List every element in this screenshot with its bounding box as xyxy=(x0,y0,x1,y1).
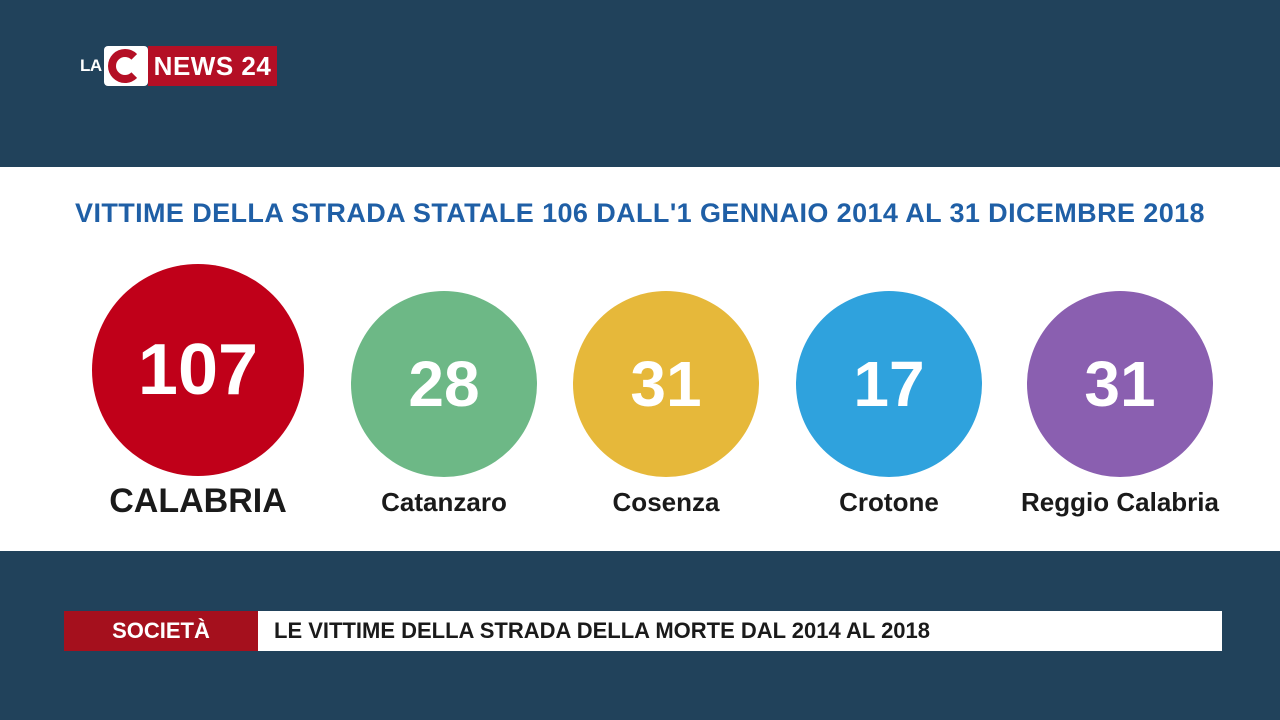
stat-crotone: 17 Crotone xyxy=(796,291,982,518)
stat-value: 31 xyxy=(630,348,702,420)
infographic-title: VITTIME DELLA STRADA STATALE 106 DALL'1 … xyxy=(75,198,1205,228)
logo-name: NEWS 24 xyxy=(147,46,278,86)
stat-label: Catanzaro xyxy=(381,487,507,517)
stat-circle: 31 xyxy=(573,291,759,477)
stat-circle: 31 xyxy=(1027,291,1213,477)
stat-value: 107 xyxy=(137,330,259,410)
stat-cosenza: 31 Cosenza xyxy=(573,291,759,518)
stat-label: Reggio Calabria xyxy=(1021,487,1219,517)
logo-c-icon xyxy=(103,46,148,86)
stat-circle: 28 xyxy=(351,291,537,477)
ticker-category: SOCIETÀ xyxy=(64,611,258,651)
stat-value: 28 xyxy=(408,348,480,420)
stat-calabria: 107 CALABRIA xyxy=(92,264,304,521)
stat-circle: 107 xyxy=(92,264,304,476)
stat-value: 31 xyxy=(1084,348,1156,420)
stat-label: Cosenza xyxy=(612,487,720,517)
stat-label: CALABRIA xyxy=(109,482,287,520)
stat-reggio-calabria: 31 Reggio Calabria xyxy=(1000,291,1240,518)
stat-label: Crotone xyxy=(839,487,939,517)
stat-value: 17 xyxy=(853,348,925,420)
channel-logo: LA NEWS 24 xyxy=(80,46,278,86)
logo-prefix: LA xyxy=(80,56,102,75)
ticker-headline: LE VITTIME DELLA STRADA DELLA MORTE DAL … xyxy=(258,611,1222,651)
lower-third-ticker: SOCIETÀ LE VITTIME DELLA STRADA DELLA MO… xyxy=(64,611,1222,651)
stat-catanzaro: 28 Catanzaro xyxy=(351,291,537,518)
stat-circle: 17 xyxy=(796,291,982,477)
